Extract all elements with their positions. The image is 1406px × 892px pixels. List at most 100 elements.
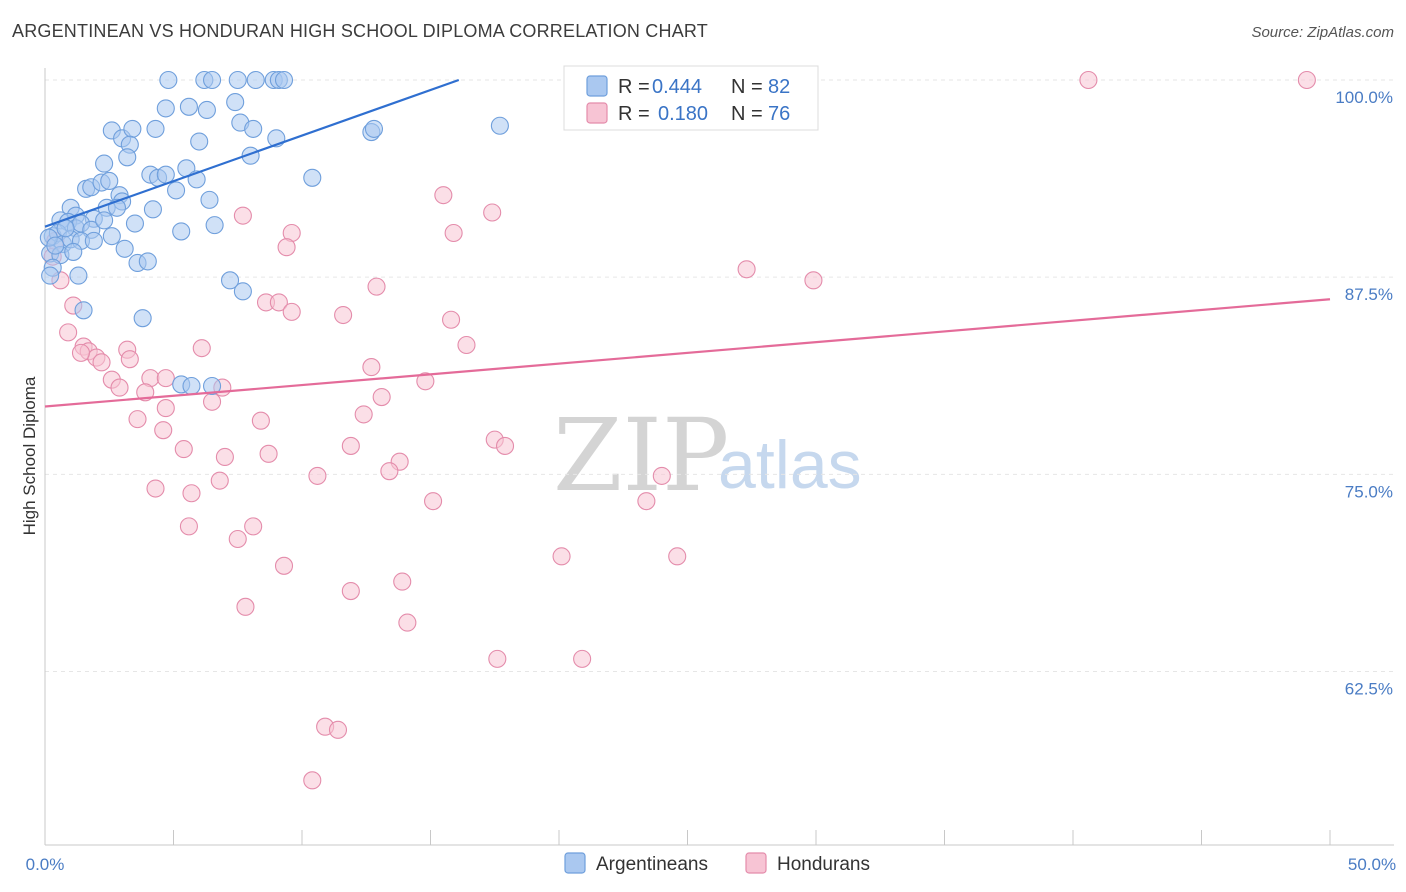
hondurans-point <box>174 440 193 459</box>
x-axis-ticks <box>44 830 1331 845</box>
argentineans-point <box>138 252 157 271</box>
hondurans-point <box>303 771 322 790</box>
argentineans-point <box>303 168 322 187</box>
hondurans-point <box>136 383 155 402</box>
hondurans-point <box>416 372 435 391</box>
x-tick-label-max: 50.0% <box>1348 855 1396 874</box>
y-tick-label: 100.0% <box>1335 88 1393 107</box>
hondurans-point <box>182 484 201 503</box>
top-legend: R = 0.444 N = 82 R = 0.180 N = 76 <box>563 65 819 131</box>
chart-title: ARGENTINEAN VS HONDURAN HIGH SCHOOL DIPL… <box>12 21 708 41</box>
hondurans-point <box>146 479 165 498</box>
argentineans-point <box>274 70 294 90</box>
hondurans-point <box>362 358 381 377</box>
argentineans-point <box>118 148 137 167</box>
hondurans-point <box>277 238 296 257</box>
hondurans-point <box>282 302 301 321</box>
hondurans-point <box>210 471 229 490</box>
hondurans-point <box>328 720 348 739</box>
argentineans-point <box>102 227 121 246</box>
hondurans-point <box>442 310 461 329</box>
hondurans-point <box>274 556 294 575</box>
argentineans-point <box>200 190 219 209</box>
hondurans-point <box>1079 70 1098 90</box>
x-tick-label-min: 0.0% <box>26 855 65 874</box>
argentineans-point <box>156 165 175 184</box>
argentineans-point <box>159 70 178 90</box>
argentineans-point <box>220 271 240 290</box>
hondurans-point <box>156 399 175 418</box>
bottom-legend-label-argentineans: Argentineans <box>596 854 708 875</box>
bottom-legend-swatch-hondurans <box>745 852 767 874</box>
argentineans-point <box>115 239 134 258</box>
legend-n-label-b: N = <box>731 103 763 125</box>
bottom-legend-label-hondurans: Hondurans <box>777 854 870 875</box>
argentineans-point <box>244 119 263 138</box>
bottom-legend: Argentineans Hondurans <box>564 852 870 875</box>
hondurans-point <box>652 466 671 485</box>
argentineans-point <box>172 222 191 241</box>
hondurans-point <box>424 492 443 511</box>
y-axis-title: High School Diploma <box>20 376 39 535</box>
argentineans-point <box>64 242 83 261</box>
y-tick-label: 62.5% <box>1345 679 1393 698</box>
argentineans-point <box>125 214 144 233</box>
y-tick-label: 87.5% <box>1345 285 1393 304</box>
hondurans-point <box>495 436 515 455</box>
hondurans-point <box>71 343 91 362</box>
argentineans-point <box>179 97 198 116</box>
hondurans-point <box>228 529 247 549</box>
hondurans-point <box>737 260 756 279</box>
hondurans-point <box>179 517 198 536</box>
series-argentineans-points <box>39 70 509 396</box>
hondurans-trend-line <box>44 298 1331 408</box>
legend-r-label-a: R = <box>618 76 650 98</box>
argentineans-point <box>190 132 209 151</box>
argentineans-point <box>146 119 165 138</box>
argentineans-point <box>123 119 142 138</box>
y-tick-label: 75.0% <box>1345 482 1393 501</box>
hondurans-point <box>128 410 147 429</box>
hondurans-point <box>488 649 507 668</box>
hondurans-point <box>269 293 288 312</box>
argentineans-point <box>167 181 186 200</box>
hondurans-point <box>341 582 360 601</box>
hondurans-point <box>244 517 263 536</box>
argentineans-point <box>246 70 265 90</box>
gridlines <box>45 79 1394 672</box>
hondurans-point <box>367 277 386 296</box>
hondurans-point <box>334 305 353 325</box>
hondurans-point <box>372 387 391 407</box>
watermark-atlas: atlas <box>718 427 862 503</box>
argentineans-point <box>100 171 119 190</box>
hondurans-point <box>804 271 823 290</box>
hondurans-point <box>483 203 502 222</box>
hondurans-point <box>393 572 412 591</box>
hondurans-point <box>59 323 78 342</box>
argentineans-trend-line <box>44 78 460 228</box>
argentineans-point <box>95 154 114 173</box>
legend-n-label-a: N = <box>731 76 763 98</box>
legend-swatch-argentineans <box>586 75 608 97</box>
argentineans-point <box>133 309 152 328</box>
legend-n-value-b: 76 <box>768 103 790 125</box>
hondurans-point <box>215 447 234 467</box>
legend-r-value-b: 0.180 <box>658 103 708 125</box>
hondurans-point <box>192 339 211 358</box>
hondurans-point <box>308 466 327 485</box>
argentineans-point <box>203 376 222 396</box>
hondurans-point <box>236 597 255 616</box>
y-tick-labels: 62.5% 75.0% 87.5% 100.0% <box>1335 88 1393 698</box>
argentineans-point <box>156 99 175 118</box>
hondurans-point <box>154 421 173 440</box>
hondurans-point <box>552 547 571 566</box>
hondurans-point <box>92 353 111 372</box>
hondurans-point <box>1297 70 1316 90</box>
hondurans-point <box>457 335 476 355</box>
legend-n-value-a: 82 <box>768 76 790 98</box>
argentineans-point <box>203 70 222 90</box>
hondurans-point <box>354 405 373 424</box>
argentineans-point <box>197 100 216 120</box>
hondurans-point <box>434 186 453 205</box>
